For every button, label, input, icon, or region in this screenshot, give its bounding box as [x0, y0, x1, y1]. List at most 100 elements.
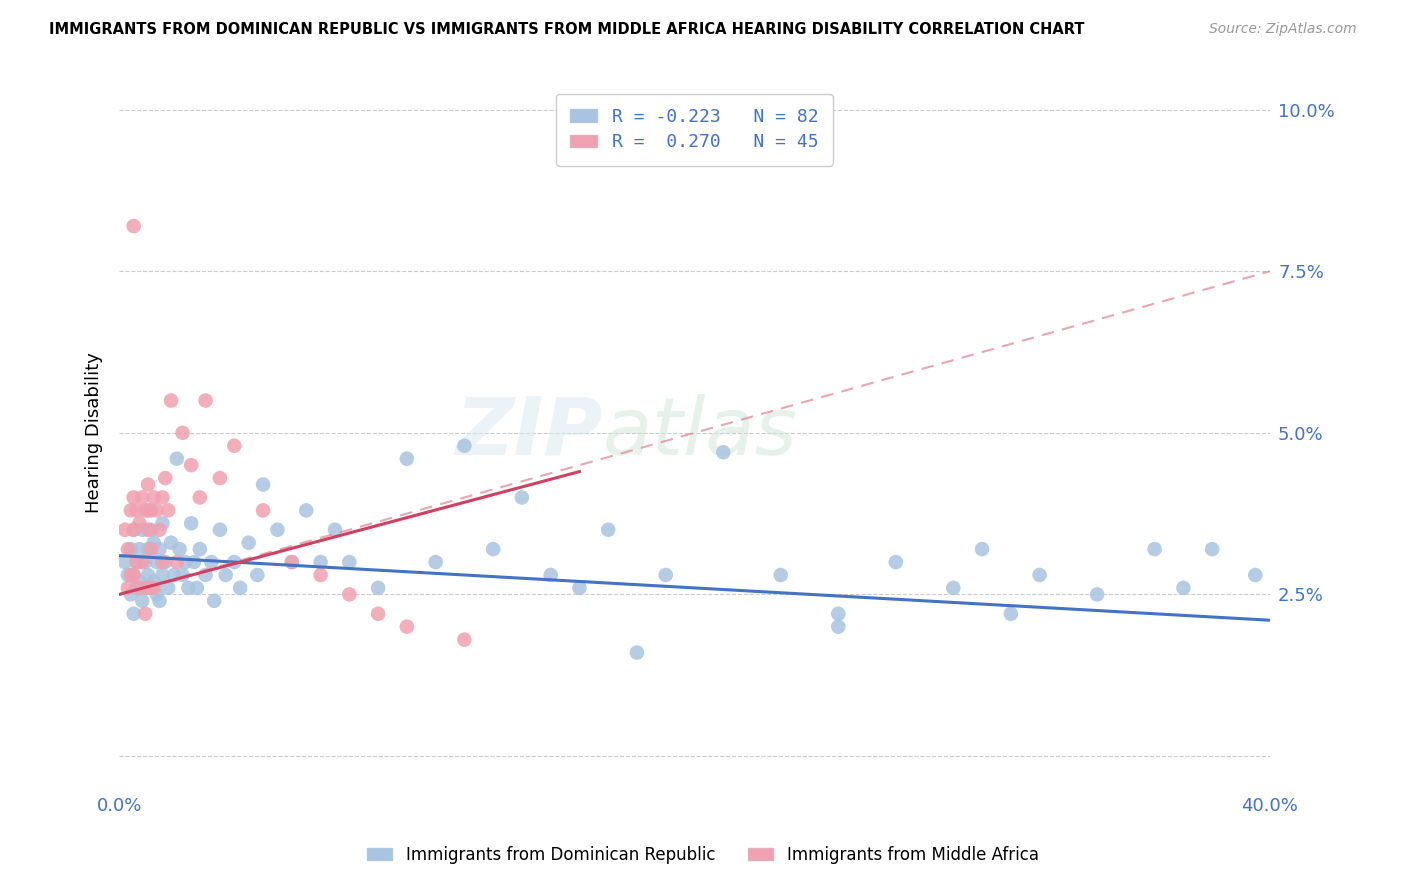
Point: [208, 523, 231, 537]
Point: [711, 445, 734, 459]
Point: [208, 471, 231, 485]
Point: [152, 568, 174, 582]
Point: [125, 555, 148, 569]
Point: [122, 523, 145, 537]
Point: [128, 581, 150, 595]
Point: [148, 523, 170, 537]
Point: [120, 503, 142, 517]
Text: IMMIGRANTS FROM DOMINICAN REPUBLIC VS IMMIGRANTS FROM MIDDLE AFRICA HEARING DISA: IMMIGRANTS FROM DOMINICAN REPUBLIC VS IM…: [49, 22, 1084, 37]
Point: [120, 587, 142, 601]
Point: [827, 607, 849, 621]
Point: [337, 555, 360, 569]
Point: [128, 516, 150, 531]
Point: [125, 555, 148, 569]
Point: [142, 581, 165, 595]
Point: [125, 581, 148, 595]
Point: [309, 555, 332, 569]
Point: [160, 393, 183, 408]
Point: [568, 581, 591, 595]
Point: [425, 555, 447, 569]
Point: [1085, 587, 1108, 601]
Point: [160, 535, 183, 549]
Point: [169, 542, 191, 557]
Point: [136, 568, 159, 582]
Point: [152, 555, 174, 569]
Point: [139, 542, 162, 557]
Point: [134, 581, 156, 595]
Point: [188, 491, 211, 505]
Point: [114, 555, 136, 569]
Point: [152, 516, 174, 531]
Point: [224, 555, 246, 569]
Point: [540, 568, 562, 582]
Point: [114, 523, 136, 537]
Point: [122, 491, 145, 505]
Point: [215, 568, 238, 582]
Point: [128, 542, 150, 557]
Point: [942, 581, 965, 595]
Point: [482, 542, 505, 557]
Point: [136, 503, 159, 517]
Point: [309, 568, 332, 582]
Point: [128, 574, 150, 589]
Point: [142, 535, 165, 549]
Point: [188, 542, 211, 557]
Point: [180, 458, 202, 472]
Point: [367, 581, 389, 595]
Point: [155, 471, 177, 485]
Point: [134, 555, 156, 569]
Point: [180, 516, 202, 531]
Point: [157, 503, 180, 517]
Point: [1244, 568, 1267, 582]
Y-axis label: Hearing Disability: Hearing Disability: [86, 352, 103, 513]
Point: [1201, 542, 1223, 557]
Point: [769, 568, 792, 582]
Point: [125, 503, 148, 517]
Text: atlas: atlas: [602, 394, 797, 472]
Point: [395, 451, 418, 466]
Point: [134, 607, 156, 621]
Point: [117, 542, 139, 557]
Point: [252, 503, 274, 517]
Point: [295, 503, 318, 517]
Point: [453, 632, 475, 647]
Point: [337, 587, 360, 601]
Point: [136, 542, 159, 557]
Point: [136, 477, 159, 491]
Point: [1143, 542, 1166, 557]
Point: [152, 491, 174, 505]
Point: [970, 542, 993, 557]
Point: [122, 568, 145, 582]
Point: [166, 555, 188, 569]
Point: [117, 581, 139, 595]
Text: ZIP: ZIP: [456, 394, 602, 472]
Point: [510, 491, 533, 505]
Point: [827, 620, 849, 634]
Point: [200, 555, 222, 569]
Point: [172, 568, 194, 582]
Point: [1000, 607, 1022, 621]
Point: [155, 555, 177, 569]
Point: [186, 581, 208, 595]
Point: [1173, 581, 1195, 595]
Point: [122, 219, 145, 233]
Point: [395, 620, 418, 634]
Point: [172, 425, 194, 440]
Point: [131, 491, 153, 505]
Point: [139, 581, 162, 595]
Point: [117, 568, 139, 582]
Point: [122, 568, 145, 582]
Point: [157, 581, 180, 595]
Point: [148, 594, 170, 608]
Point: [131, 523, 153, 537]
Point: [229, 581, 252, 595]
Point: [134, 503, 156, 517]
Point: [120, 542, 142, 557]
Point: [145, 555, 167, 569]
Point: [122, 607, 145, 621]
Point: [145, 587, 167, 601]
Point: [139, 503, 162, 517]
Point: [323, 523, 346, 537]
Point: [174, 555, 197, 569]
Point: [142, 491, 165, 505]
